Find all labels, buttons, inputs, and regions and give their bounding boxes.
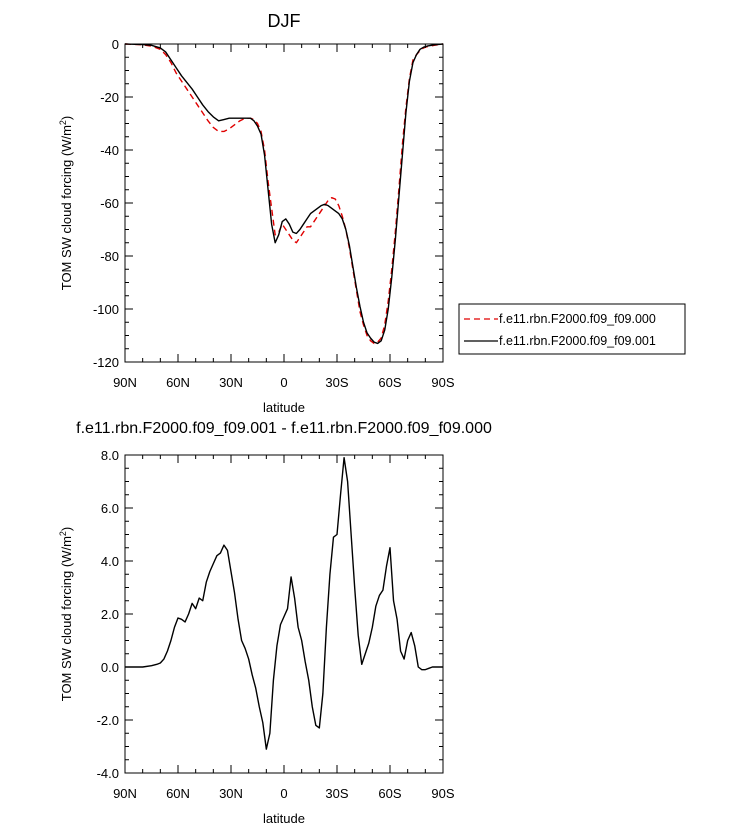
legend-label-series-000: f.e11.rbn.F2000.f09_f09.000 <box>499 312 656 326</box>
panel1-y-tick-label: -40 <box>100 143 119 158</box>
panel2-x-tick-label: 90N <box>113 786 137 801</box>
panel1-x-tick-label: 30S <box>325 375 348 390</box>
panel1-x-tick-label: 90S <box>431 375 454 390</box>
panel1-x-tick-label: 30N <box>219 375 243 390</box>
panel-djf: DJF 90N 60N 30N 0 30S 60S 90S 0 -20 -40 -60 -80 -100… <box>58 11 686 415</box>
panel2-series-line-0 <box>125 456 443 750</box>
panel1-y-tick-label: -20 <box>100 90 119 105</box>
panel1-y-tick-label: -120 <box>93 355 119 370</box>
panel2-y-axis-label: TOM SW cloud forcing (W/m2) <box>58 527 74 702</box>
panel1-ticks: 90N 60N 30N 0 30S 60S 90S 0 -20 -40 -60 -80 -100 -120 <box>93 37 455 390</box>
panel2-y-tick-label: 6.0 <box>101 501 119 516</box>
legend-label-series-001: f.e11.rbn.F2000.f09_f09.001 <box>499 334 656 348</box>
panel1-x-tick-label: 90N <box>113 375 137 390</box>
panel2-title: f.e11.rbn.F2000.f09_f09.001 - f.e11.rbn.… <box>76 420 492 437</box>
panel1-x-tick-label: 60S <box>378 375 401 390</box>
panel2-y-tick-label: -4.0 <box>97 766 119 781</box>
panel1-frame <box>124 43 444 363</box>
legend-box <box>458 303 686 355</box>
panel1-y-tick-label: -100 <box>93 302 119 317</box>
panel2-plot-area <box>125 456 443 750</box>
panel2-y-tick-label: 8.0 <box>101 448 119 463</box>
panel1-y-axis-label: TOM SW cloud forcing (W/m2) <box>58 116 74 291</box>
panel1-x-tick-label: 60N <box>166 375 190 390</box>
panel1-y-tick-label: 0 <box>112 37 119 52</box>
panel2-frame <box>124 454 444 774</box>
panel2-x-tick-label: 0 <box>280 786 287 801</box>
panel2-x-axis-label: latitude <box>263 811 305 826</box>
panel1-y-tick-label: -60 <box>100 196 119 211</box>
panel2-x-tick-label: 30N <box>219 786 243 801</box>
panel-difference: f.e11.rbn.F2000.f09_f09.001 - f.e11.rbn.… <box>58 420 492 826</box>
panel1-x-tick-label: 0 <box>280 375 287 390</box>
panel2-x-tick-label: 30S <box>325 786 348 801</box>
panel2-x-tick-label: 60N <box>166 786 190 801</box>
panel2-y-tick-label: 2.0 <box>101 607 119 622</box>
panel1-plot-area <box>124 43 444 345</box>
panel1-series-line-1 <box>124 43 444 345</box>
panel1-legend: f.e11.rbn.F2000.f09_f09.000 f.e11.rbn.F2… <box>458 303 686 355</box>
panel1-y-tick-label: -80 <box>100 249 119 264</box>
panel2-y-tick-label: 4.0 <box>101 554 119 569</box>
panel1-title: DJF <box>268 11 301 31</box>
panel2-ticks: 90N 60N 30N 0 30S 60S 90S 8.0 6.0 4.0 2.0 0.0 -2.0 -4… <box>97 448 455 801</box>
panel2-x-tick-label: 60S <box>378 786 401 801</box>
panel1-x-axis-label: latitude <box>263 400 305 415</box>
panel2-y-tick-label: 0.0 <box>101 660 119 675</box>
panel1-series-line-0 <box>124 43 444 345</box>
panel2-y-tick-label: -2.0 <box>97 713 119 728</box>
panel2-x-tick-label: 90S <box>431 786 454 801</box>
